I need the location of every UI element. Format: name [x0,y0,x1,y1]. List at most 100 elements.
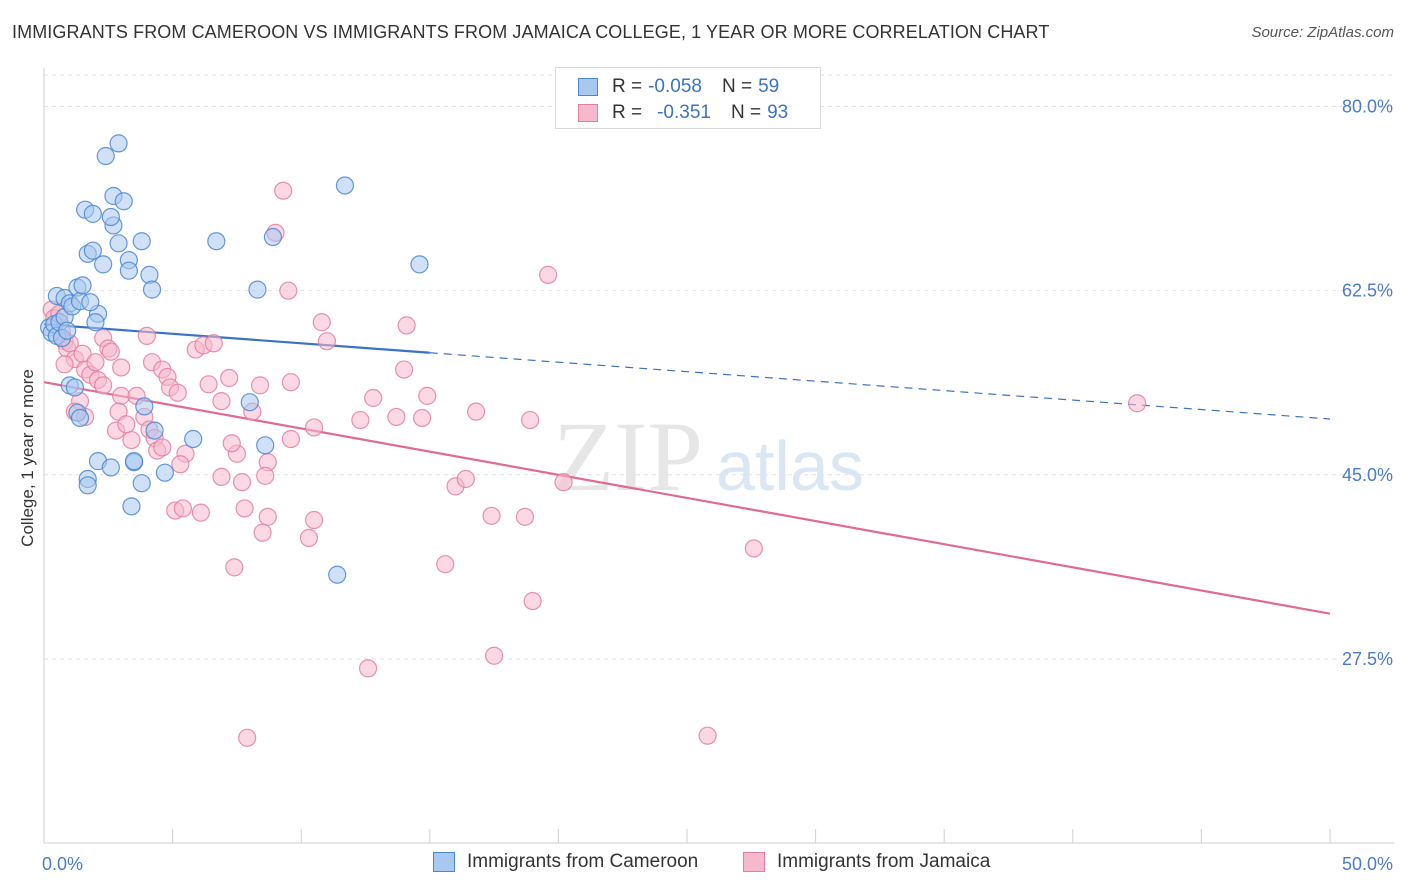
jamaica-r-label: R = [612,102,643,123]
jamaica-point [436,555,455,574]
jamaica-point [256,466,275,485]
jamaica-point [281,429,301,449]
jamaica-point [304,418,324,437]
jamaica-point [204,334,223,353]
chart-title: IMMIGRANTS FROM CAMEROON VS IMMIGRANTS F… [12,22,1050,42]
watermark-zip: ZIP [553,401,703,512]
stats-row-jamaica: R = -0.351 N = 93 [578,100,788,126]
jamaica-point [515,507,535,526]
jamaica-point [521,410,540,430]
jamaica-point [482,506,501,525]
jamaica-point [554,473,573,492]
jamaica-point [394,360,414,379]
cameroon-point [81,293,100,312]
cameroon-point [145,421,164,440]
cameroon-trend-line [43,323,430,354]
jamaica-point [698,726,717,745]
cameroon-point [96,146,115,166]
jamaica-point [523,591,542,611]
jamaica-trend-line [43,381,1331,615]
cameroon-point [263,227,283,247]
cameroon-point [73,276,92,295]
jamaica-point [358,659,378,678]
legend-jamaica-label: Immigrants from Jamaica [777,851,991,872]
jamaica-point [364,388,383,408]
jamaica-point [238,728,257,747]
jamaica-point [220,368,239,388]
jamaica-r-value: -0.351 [657,102,711,123]
stats-box: R = -0.058 N = 59 R = -0.351 N = 93 [555,67,821,129]
jamaica-point [94,376,113,395]
cameroon-point [101,458,120,477]
y-tick-label: 27.5% [1342,649,1393,669]
jamaica-point [101,342,120,361]
jamaica-point [456,469,475,489]
jamaica-point [539,265,558,284]
jamaica-n-value: 93 [767,102,789,123]
cameroon-point [114,192,133,211]
cameroon-point [83,204,102,223]
jamaica-point [168,383,187,402]
jamaica-point [351,410,370,430]
jamaica-point [112,358,131,377]
jamaica-point [212,392,231,411]
jamaica-n-label: N = [730,102,762,123]
cameroon-point [142,280,162,299]
cameroon-n-label: N = [721,76,753,97]
jamaica-point [191,503,210,522]
jamaica-point [199,375,218,394]
data-points [40,134,1147,747]
cameroon-r-value: -0.058 [648,76,702,97]
legend-jamaica-swatch [743,852,765,872]
jamaica-point [274,181,293,200]
cameroon-point [94,255,113,274]
jamaica-point [250,376,270,395]
cameroon-point [122,497,141,516]
legend-item-cameroon[interactable]: Immigrants from Cameroon [433,851,698,873]
cameroon-n-value: 59 [758,76,780,97]
cameroon-point [58,321,77,340]
cameroon-point [135,397,154,416]
legend-item-jamaica[interactable]: Immigrants from Jamaica [743,851,990,873]
cameroon-point [109,234,128,253]
jamaica-point [387,407,406,427]
watermark: ZIP atlas [553,401,864,512]
jamaica-point [55,355,74,374]
legend-cameroon-swatch [433,852,455,872]
cameroon-point [70,408,90,428]
jamaica-point [235,499,254,518]
cameroon-point [240,393,259,412]
jamaica-point [412,408,432,428]
jamaica-point [258,507,277,526]
cameroon-swatch [578,78,598,96]
trend-lines [43,323,1331,615]
cameroon-point [184,429,203,449]
jamaica-point [232,473,252,492]
jamaica-point [253,523,272,542]
source-label: Source: ZipAtlas.com [1251,24,1394,41]
cameroon-point [78,476,97,495]
cameroon-r-label: R = [612,76,643,97]
cameroon-point [155,463,174,482]
cameroon-point [83,241,102,260]
cameroon-point [132,232,151,251]
jamaica-point [212,467,231,486]
jamaica-point [418,386,437,405]
watermark-atlas: atlas [716,427,864,505]
y-tick-label: 62.5% [1342,281,1393,301]
cameroon-point [101,207,120,227]
cameroon-point [109,134,128,153]
jamaica-point [397,316,416,335]
jamaica-point [112,386,131,405]
grid-lines [44,74,1394,660]
cameroon-point [119,261,138,280]
stats-row-cameroon: R = -0.058 N = 59 [578,74,779,100]
x-tick-label: 50.0% [1342,854,1393,874]
cameroon-point [256,436,275,455]
cameroon-point [124,452,144,471]
cameroon-point [328,565,347,584]
cameroon-point [132,474,151,493]
cameroon-point [65,378,84,397]
jamaica-swatch [578,104,598,122]
